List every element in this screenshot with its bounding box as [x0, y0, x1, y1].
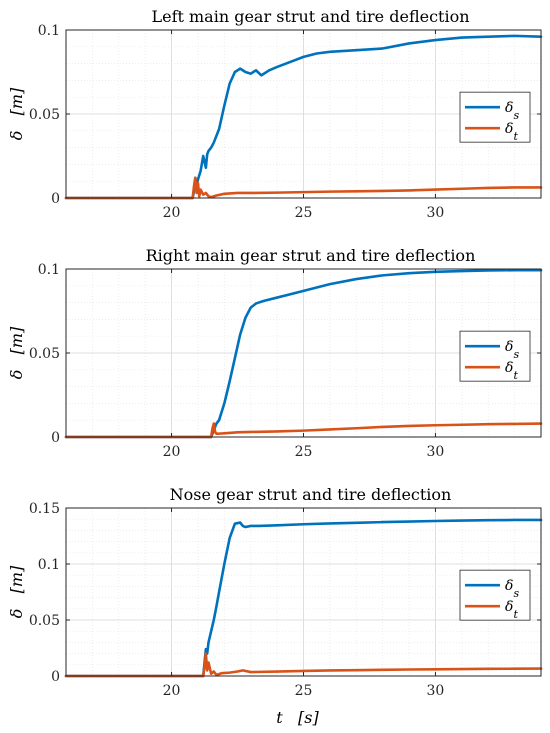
legend-entry-strut: δs: [505, 339, 519, 361]
x-tick-label: 20: [163, 205, 181, 221]
y-tick-label: 0: [51, 669, 60, 685]
y-tick-label: 0.1: [38, 557, 60, 573]
y-tick-label: 0.1: [38, 262, 60, 278]
x-tick-label: 30: [427, 444, 445, 460]
series-line-strut: [64, 268, 543, 439]
legend-box: [459, 569, 531, 621]
x-tick-label: 25: [295, 683, 313, 699]
chart-panel-2: 20 25 30 0 0.05 0.1 Right main gear strut and …: [7, 246, 543, 460]
chart-title: Left main gear strut and tire deflection: [151, 7, 469, 26]
chart-panel-3: 20 25 30 0 0.05 0.1 0.15 Nose gear strut and ti…: [7, 485, 543, 699]
y-tick-label: 0.05: [29, 613, 60, 629]
x-tick-label: 30: [427, 683, 445, 699]
y-axis-label: δ [m]: [7, 87, 26, 140]
x-axis-label: t [s]: [276, 708, 319, 727]
y-tick-label: 0.1: [38, 23, 60, 39]
legend-entry-tire: δt: [505, 121, 518, 143]
series-line-strut: [64, 34, 543, 200]
y-tick-label: 0: [51, 191, 60, 207]
chart-title: Right main gear strut and tire deflectio…: [146, 246, 476, 265]
legend-entry-tire: δt: [505, 599, 518, 621]
y-tick-label: 0.05: [29, 107, 60, 123]
legend-entry-strut: δs: [505, 100, 519, 122]
chart-title: Nose gear strut and tire deflection: [170, 485, 452, 504]
legend-box: [459, 91, 531, 143]
x-tick-label: 25: [295, 444, 313, 460]
y-tick-label: 0.05: [29, 346, 60, 362]
legend-box: [459, 330, 531, 382]
x-tick-label: 30: [427, 205, 445, 221]
series-line-strut: [64, 518, 543, 678]
y-tick-label: 0.15: [29, 501, 60, 517]
series-line-tire: [64, 652, 543, 678]
x-tick-label: 20: [163, 683, 181, 699]
legend-entry-strut: δs: [505, 578, 519, 600]
x-tick-label: 20: [163, 444, 181, 460]
legend-entry-tire: δt: [505, 360, 518, 382]
series-line-tire: [64, 422, 543, 439]
x-tick-label: 25: [295, 205, 313, 221]
y-axis-label: δ [m]: [7, 565, 26, 618]
y-axis-label: δ [m]: [7, 326, 26, 379]
series-line-tire: [64, 176, 543, 200]
y-tick-label: 0: [51, 430, 60, 446]
chart-panel-1: 20 25 30 0 0.05 0.1 Left main gear strut and t…: [7, 7, 543, 221]
